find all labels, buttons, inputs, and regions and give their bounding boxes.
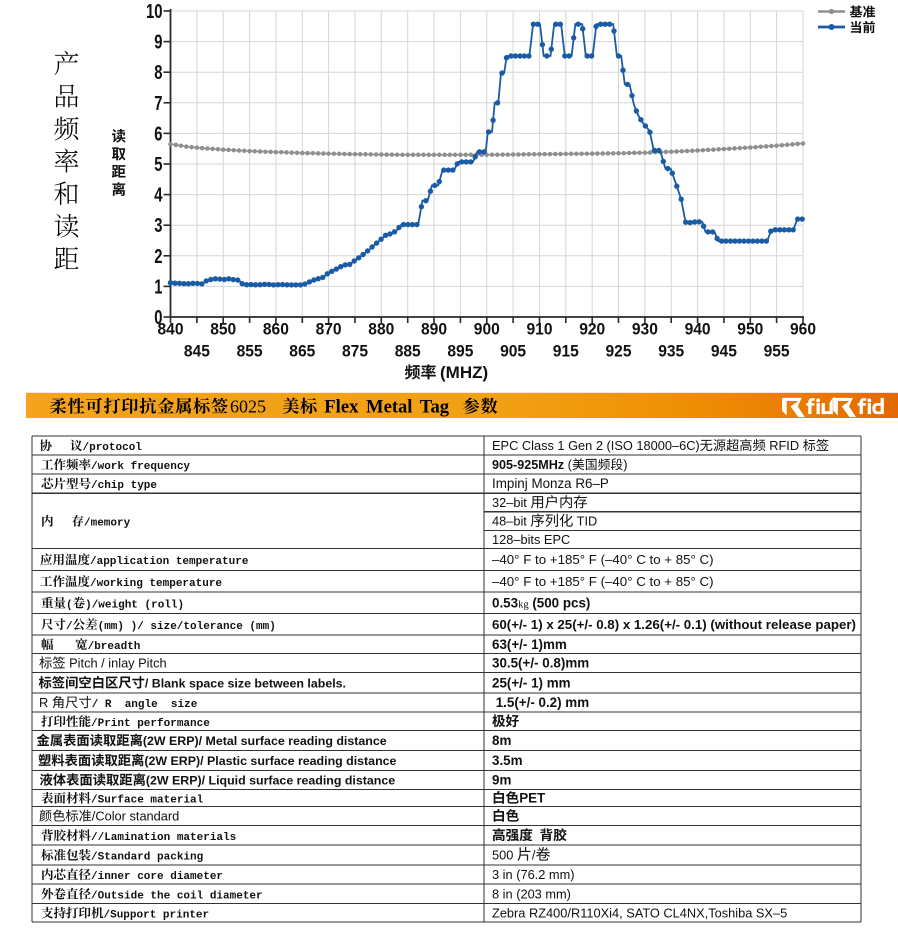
svg-text:925: 925 — [606, 342, 632, 361]
svg-text:860: 860 — [263, 320, 289, 339]
svg-text:6: 6 — [154, 123, 162, 145]
svg-text:3: 3 — [154, 215, 162, 237]
svg-text:/Standard packing: /Standard packing — [91, 852, 203, 864]
svg-text:4: 4 — [154, 185, 163, 207]
svg-text:/protocol: /protocol — [83, 442, 143, 454]
svg-text:845: 845 — [184, 342, 210, 361]
svg-text:935: 935 — [658, 342, 684, 361]
svg-text:kg: kg — [518, 599, 529, 610]
svg-text:(mm) )/ size/tolerance (mm): (mm) )/ size/tolerance (mm) — [98, 621, 276, 633]
svg-text:128–bits EPC: 128–bits EPC — [492, 532, 570, 547]
svg-text:60(+/- 1) x 25(+/- 0.8) x 1.26: 60(+/- 1) x 25(+/- 0.8) x 1.26(+/- 0.1) … — [492, 617, 856, 632]
svg-text:950: 950 — [737, 320, 763, 339]
svg-text:R: R — [39, 695, 52, 710]
svg-text:865: 865 — [289, 342, 315, 361]
svg-text:EPC Class 1 Gen 2 (ISO 18000–6: EPC Class 1 Gen 2 (ISO 18000–6C) — [492, 438, 700, 453]
svg-text:PET: PET — [519, 791, 546, 806]
svg-text:8 in (203 mm): 8 in (203 mm) — [492, 886, 571, 901]
svg-text:/Outside the coil diameter: /Outside the coil diameter — [91, 890, 263, 902]
svg-text:920: 920 — [579, 320, 605, 339]
svg-text:3 in (76.2 mm): 3 in (76.2 mm) — [492, 867, 575, 882]
svg-text:(: ( — [66, 599, 73, 611]
svg-text:/: / — [532, 848, 536, 863]
svg-text:885: 885 — [395, 342, 421, 361]
svg-text:(2W ERP)/ Metal surface readin: (2W ERP)/ Metal surface reading distance — [143, 734, 387, 748]
svg-text:30.5(+/- 0.8)mm: 30.5(+/- 0.8)mm — [492, 656, 589, 671]
svg-text:Impinj Monza R6–P: Impinj Monza R6–P — [492, 476, 609, 491]
svg-text:905: 905 — [500, 342, 526, 361]
svg-text:Flex Metal Tag: Flex Metal Tag — [324, 396, 449, 417]
svg-text:/ R angle size: / R angle size — [92, 699, 198, 711]
svg-text:–40° F to +185° F (–40° C to +: –40° F to +185° F (–40° C to + 85° C) — [492, 552, 714, 567]
svg-text:955: 955 — [764, 342, 790, 361]
svg-text:875: 875 — [342, 342, 368, 361]
svg-text:TID: TID — [573, 514, 597, 529]
svg-text:/breadth: /breadth — [88, 641, 141, 653]
svg-text:(500 pcs): (500 pcs) — [529, 595, 591, 610]
svg-text:7: 7 — [154, 93, 162, 115]
svg-text:/memory: /memory — [84, 518, 131, 530]
svg-text:/: / — [66, 621, 73, 633]
svg-text:/work frequency: /work frequency — [91, 461, 190, 473]
svg-text:0: 0 — [154, 307, 162, 329]
svg-text:3.5m: 3.5m — [492, 753, 523, 768]
svg-text:870: 870 — [316, 320, 342, 339]
svg-text:Zebra RZ400/R110Xi4, SATO CL4N: Zebra RZ400/R110Xi4, SATO CL4NX,Toshiba … — [492, 905, 787, 920]
svg-text:9: 9 — [154, 32, 162, 54]
svg-text:/chip type: /chip type — [91, 480, 157, 492]
svg-text:48–bit: 48–bit — [492, 514, 530, 529]
svg-text:RFID: RFID — [766, 438, 803, 453]
svg-text:890: 890 — [421, 320, 447, 339]
svg-text:9m: 9m — [492, 773, 511, 788]
svg-text:1: 1 — [154, 276, 162, 298]
svg-text:960: 960 — [790, 320, 816, 339]
svg-text:880: 880 — [368, 320, 394, 339]
svg-text:/inner core diameter: /inner core diameter — [91, 871, 223, 883]
svg-text:915: 915 — [553, 342, 579, 361]
svg-text:/working temperature: /working temperature — [90, 578, 222, 590]
svg-text:Pitch / inlay Pitch: Pitch / inlay Pitch — [66, 656, 167, 671]
svg-text:(2W ERP)/ Plastic surface read: (2W ERP)/ Plastic surface reading distan… — [144, 754, 396, 768]
svg-text:/ Blank space size between lab: / Blank space size between labels. — [145, 676, 346, 690]
svg-text:(2W ERP)/ Liquid surface readi: (2W ERP)/ Liquid surface reading distanc… — [146, 774, 395, 788]
svg-text:/Print performance: /Print performance — [91, 718, 210, 730]
svg-text:930: 930 — [632, 320, 658, 339]
svg-text:850: 850 — [210, 320, 236, 339]
svg-text:900: 900 — [474, 320, 500, 339]
svg-text:): ) — [623, 457, 627, 472]
svg-text:(: ( — [564, 457, 573, 472]
svg-text:63(+/- 1)mm: 63(+/- 1)mm — [492, 637, 567, 652]
svg-text:/application temperature: /application temperature — [90, 556, 249, 568]
svg-text:840: 840 — [158, 320, 184, 339]
svg-text:6025: 6025 — [230, 396, 266, 416]
svg-text:905-925MHz: 905-925MHz — [492, 458, 564, 472]
svg-text:/Color standard: /Color standard — [92, 809, 180, 824]
svg-text:855: 855 — [237, 342, 263, 361]
svg-text:10: 10 — [146, 1, 163, 23]
svg-text:(MHZ): (MHZ) — [440, 363, 488, 382]
svg-text:500: 500 — [492, 848, 517, 863]
svg-text:/weight (roll): /weight (roll) — [92, 599, 184, 611]
svg-text:0.53: 0.53 — [492, 595, 518, 610]
svg-text:8: 8 — [154, 62, 162, 84]
svg-text:940: 940 — [685, 320, 711, 339]
svg-text:1.5(+/- 0.2) mm: 1.5(+/- 0.2) mm — [492, 695, 589, 710]
svg-text://Lamination materials: //Lamination materials — [91, 832, 236, 844]
svg-text:/Support printer: /Support printer — [104, 909, 210, 921]
svg-text:25(+/- 1) mm: 25(+/- 1) mm — [492, 675, 571, 690]
svg-text:5: 5 — [154, 154, 162, 176]
svg-text:910: 910 — [527, 320, 553, 339]
svg-text:–40° F to +185° F (–40° C to +: –40° F to +185° F (–40° C to + 85° C) — [492, 574, 714, 589]
svg-text:8m: 8m — [492, 733, 511, 748]
svg-text:): ) — [85, 599, 92, 611]
svg-text:945: 945 — [711, 342, 737, 361]
svg-text:32–bit: 32–bit — [492, 495, 530, 510]
svg-text:2: 2 — [154, 246, 162, 268]
svg-text:895: 895 — [447, 342, 473, 361]
svg-text:/Surface material: /Surface material — [91, 795, 204, 807]
